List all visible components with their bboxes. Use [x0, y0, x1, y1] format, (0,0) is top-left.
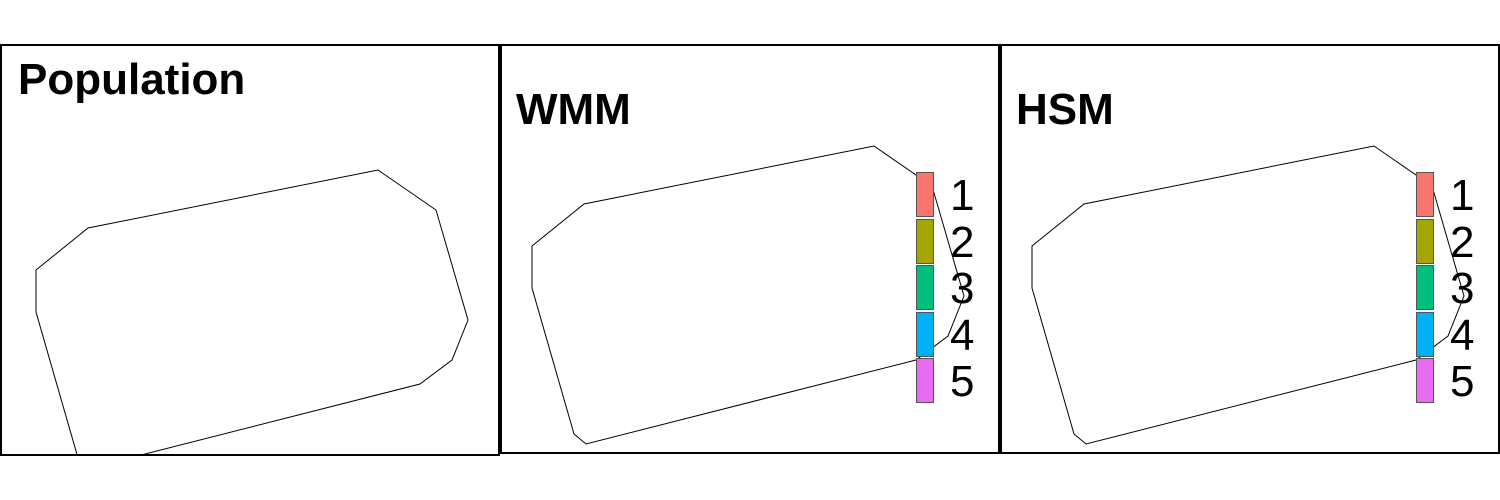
hsm-panel: HSM 1 2 3 4 5 [1000, 44, 1500, 454]
legend-label-3: 3 [1450, 264, 1475, 313]
wmm-state-outline [531, 145, 965, 445]
legend-key-1 [916, 172, 934, 217]
legend-key-2 [1416, 218, 1434, 264]
legend-label-4: 4 [1450, 310, 1475, 360]
wmm-title: WMM [516, 85, 631, 134]
legend-key-4 [916, 311, 934, 357]
population-panel: Population [0, 44, 500, 456]
hsm-state-outline [1031, 145, 1465, 445]
legend-key-4 [1416, 311, 1434, 357]
legend-label-5: 5 [1450, 357, 1475, 406]
legend-key-3 [1416, 265, 1434, 310]
legend-key-2 [916, 218, 934, 264]
legend-label-4: 4 [950, 310, 975, 360]
legend-key-1 [1416, 172, 1434, 217]
legend-label-3: 3 [950, 264, 975, 313]
wmm-map [531, 145, 965, 445]
legend-label-2: 2 [950, 217, 975, 267]
legend-key-3 [916, 265, 934, 310]
population-map [35, 169, 469, 454]
population-title: Population [18, 55, 246, 104]
legend-label-1: 1 [1450, 171, 1475, 220]
wmm-panel: WMM 1 2 3 4 5 [500, 44, 1000, 454]
hsm-title: HSM [1016, 85, 1114, 134]
legend-key-5 [916, 358, 934, 403]
legend-label-5: 5 [950, 357, 975, 406]
legend-key-5 [1416, 358, 1434, 403]
legend-label-2: 2 [1450, 217, 1475, 267]
population-state-outline [35, 169, 469, 454]
legend-label-1: 1 [950, 171, 975, 220]
hsm-map [1031, 145, 1465, 445]
